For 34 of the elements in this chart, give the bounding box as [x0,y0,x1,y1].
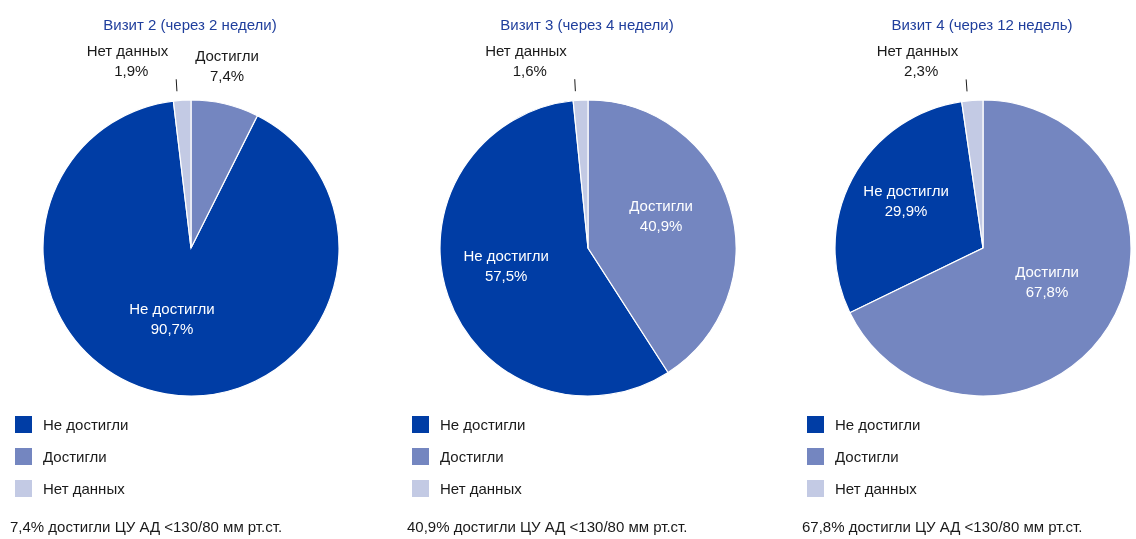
data-label: 57,5% [484,266,528,284]
chart-title: Визит 3 (через 4 недели) [499,16,675,33]
legend-label: Достигли [43,447,107,465]
data-label: 1,9% [114,62,149,80]
text: 7,4% достигли ЦУ АД <130/80 мм рт.ст. [10,518,283,535]
data-label: 40,9% [639,217,683,235]
text: 40,9% достигли ЦУ АД <130/80 мм рт.ст. [407,518,688,535]
data-label: 2,3% [904,62,939,80]
slice-label: Не достигли [463,246,549,264]
legend-label: Нет данных [43,479,125,497]
data-label: 1,6% [512,62,547,80]
slice-label: Не достигли [863,181,949,199]
legend-label: Достигли [835,447,899,465]
data-label: 67,8% [1025,283,1069,301]
legend-label: Не достигли [440,415,526,433]
data-label: 90,7% [150,320,194,338]
slice-label: Не достигли [129,300,215,318]
slice-label: Нет данных [86,42,169,60]
data-label: 7,4% [209,66,245,84]
slice-label: Достигли [1015,263,1079,281]
legend-label: Не достигли [835,415,921,433]
slice-label: Нет данных [876,42,959,60]
legend-label: Достигли [440,447,504,465]
data-label: 29,9% [884,201,928,219]
chart-title: Визит 2 (через 2 недели) [102,16,278,33]
legend-label: Нет данных [835,479,917,497]
pie-slice [42,100,340,397]
slice-label: Нет данных [485,42,568,60]
legend-label: Нет данных [440,479,522,497]
legend-label: Не достигли [43,415,129,433]
slice-label: Достигли [195,46,259,64]
chart-title: Визит 4 (через 12 недель) [890,16,1074,33]
text: 67,8% достигли ЦУ АД <130/80 мм рт.ст. [802,518,1083,535]
slice-label: Достигли [629,197,693,215]
